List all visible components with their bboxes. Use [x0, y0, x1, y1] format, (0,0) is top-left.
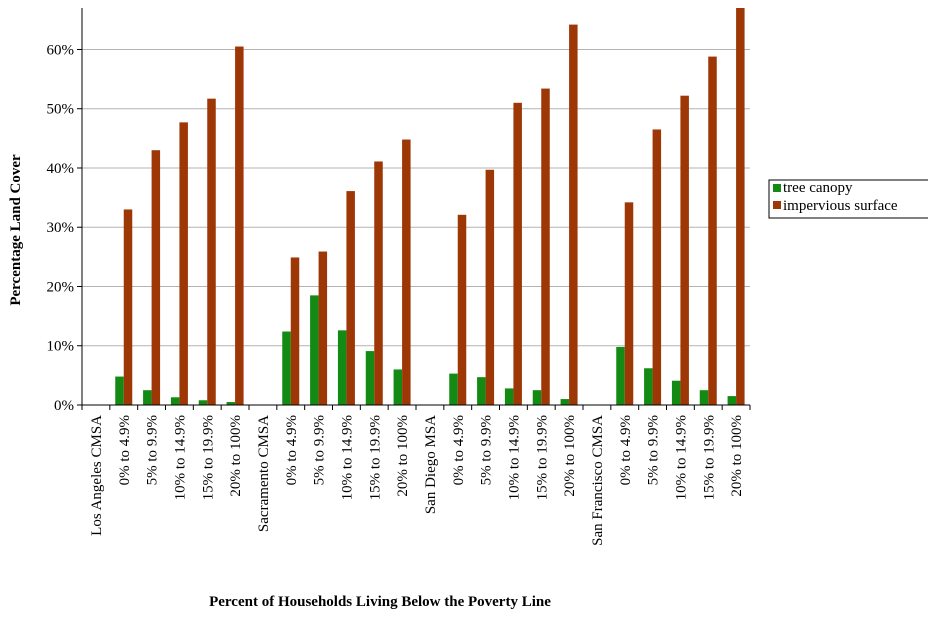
x-tick-label: 20% to 100% — [562, 415, 578, 497]
bar-tree-canopy — [226, 402, 236, 405]
bar-tree-canopy — [727, 396, 737, 405]
bar-impervious-surface — [402, 139, 411, 406]
bar-tree-canopy — [365, 351, 375, 405]
x-tick-label: 15% to 19.9% — [701, 415, 717, 500]
x-tick-label: Los Angeles CMSA — [89, 415, 105, 536]
bar-tree-canopy — [671, 380, 681, 405]
bar-impervious-surface — [290, 257, 300, 405]
bar-impervious-surface — [179, 122, 188, 405]
bar-tree-canopy — [449, 373, 458, 405]
bar-impervious-surface — [708, 56, 717, 405]
x-tick-label: San Francisco CMSA — [590, 415, 606, 546]
legend-box — [768, 179, 928, 219]
bar-impervious-surface — [652, 129, 662, 405]
x-tick-label: 10% to 14.9% — [506, 415, 522, 500]
x-tick-label: 5% to 9.9% — [646, 415, 662, 485]
legend: tree canopy impervious surface — [768, 179, 928, 219]
bar-tree-canopy — [616, 346, 625, 405]
bar-impervious-surface — [624, 202, 634, 405]
x-tick-label: 20% to 100% — [729, 415, 745, 497]
bar-tree-canopy — [115, 376, 124, 405]
bar-impervious-surface — [513, 102, 522, 405]
y-tick-label: 10% — [47, 339, 75, 355]
bar-impervious-surface — [569, 24, 578, 406]
y-tick-label: 0% — [54, 398, 74, 414]
x-tick-label: 10% to 14.9% — [673, 415, 689, 500]
bar-tree-canopy — [477, 377, 486, 405]
bar-tree-canopy — [699, 390, 709, 405]
legend-swatch-impervious-surface — [773, 201, 781, 209]
x-axis-title: Percent of Households Living Below the P… — [209, 594, 551, 610]
x-tick-label: 15% to 19.9% — [534, 415, 550, 500]
legend-swatch-tree-canopy — [773, 184, 781, 192]
bar-tree-canopy — [644, 368, 653, 405]
x-tick-label: 5% to 9.9% — [312, 415, 328, 485]
x-tick-label: 5% to 9.9% — [479, 415, 495, 485]
bar-tree-canopy — [393, 369, 403, 405]
bar-tree-canopy — [560, 399, 570, 405]
bar-tree-canopy — [532, 390, 542, 405]
bar-impervious-surface — [457, 214, 467, 405]
x-tick-label: 10% to 14.9% — [172, 415, 188, 500]
legend-label-tree-canopy: tree canopy — [783, 180, 853, 196]
bar-tree-canopy — [282, 331, 291, 405]
y-tick-label: 20% — [47, 279, 75, 295]
bar-impervious-surface — [151, 150, 161, 405]
x-tick-label: 10% to 14.9% — [339, 415, 355, 500]
bar-impervious-surface — [541, 88, 550, 405]
bar-tree-canopy — [504, 388, 514, 405]
bar-tree-canopy — [170, 397, 180, 405]
x-tick-label: 20% to 100% — [228, 415, 244, 497]
y-tick-label: 30% — [47, 220, 75, 236]
bar-tree-canopy — [310, 295, 319, 405]
x-tick-label: 0% to 4.9% — [284, 415, 300, 485]
x-tick-label: San Diego MSA — [423, 415, 439, 514]
y-tick-label: 60% — [47, 42, 75, 58]
bar-impervious-surface — [318, 251, 328, 405]
x-tick-label: 15% to 19.9% — [200, 415, 216, 500]
bar-tree-canopy — [143, 390, 152, 405]
x-tick-label: 0% to 4.9% — [618, 415, 634, 485]
y-tick-label: 40% — [47, 161, 75, 177]
bar-tree-canopy — [198, 400, 208, 405]
bar-impervious-surface — [123, 209, 133, 405]
y-tick-label: 50% — [47, 102, 75, 118]
x-tick-label: Sacramento CMSA — [256, 415, 272, 532]
bar-tree-canopy — [337, 330, 347, 405]
bar-impervious-surface — [346, 191, 355, 405]
legend-label-impervious-surface: impervious surface — [783, 198, 898, 214]
x-tick-label: 0% to 4.9% — [117, 415, 133, 485]
x-tick-label: 15% to 19.9% — [367, 415, 383, 500]
x-tick-label: 0% to 4.9% — [451, 415, 467, 485]
y-axis-title: Percentage Land Cover — [8, 154, 24, 306]
bar-impervious-surface — [374, 161, 383, 405]
x-tick-label: 5% to 9.9% — [145, 415, 161, 485]
bar-impervious-surface — [207, 98, 216, 406]
bar-impervious-surface — [235, 46, 244, 406]
bar-impervious-surface — [736, 8, 745, 405]
x-tick-label: 20% to 100% — [395, 415, 411, 497]
bar-impervious-surface — [680, 95, 689, 405]
bar-impervious-surface — [485, 169, 495, 405]
